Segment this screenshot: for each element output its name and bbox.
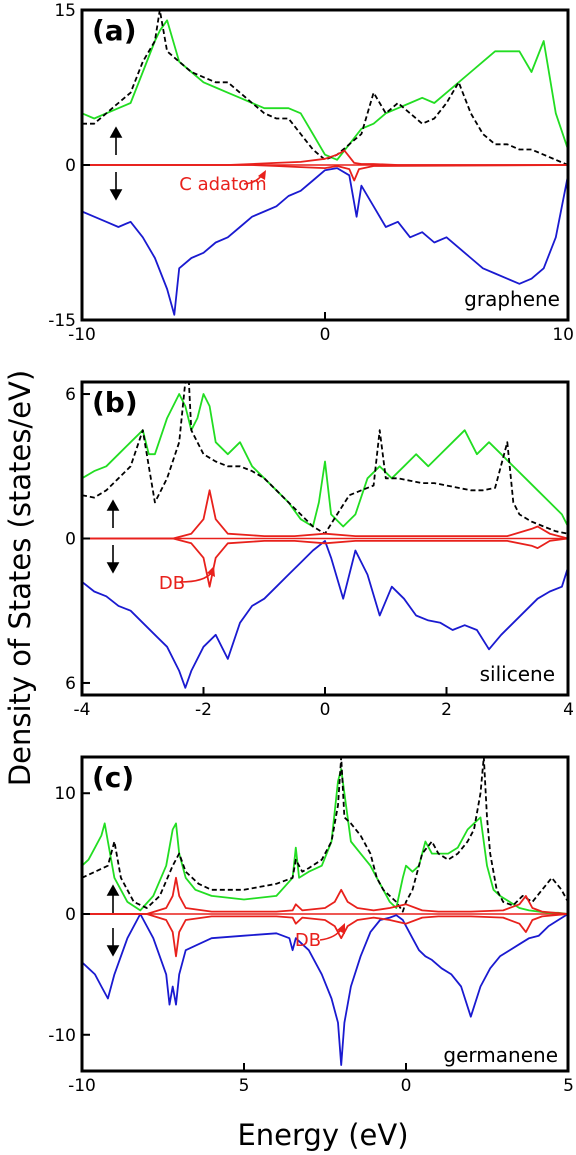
annotation-arrowhead-c xyxy=(337,923,345,934)
x-axis-label: Energy (eV) xyxy=(237,1118,408,1152)
y-tick-label: 0 xyxy=(65,530,76,550)
y-tick-label: 10 xyxy=(54,784,76,804)
panel-b: -4 -2 0 2 4 6 0 6 (b) silicene DB xyxy=(65,380,574,720)
x-tick-label: -2 xyxy=(195,700,212,720)
y-tick-label: -15 xyxy=(48,311,76,331)
series-red-line-3 xyxy=(82,537,568,588)
annotation-arrowhead-a xyxy=(258,170,266,180)
material-label: germanene xyxy=(443,1043,558,1067)
y-tick-label: 0 xyxy=(65,156,76,176)
y-tick-label: 6 xyxy=(65,674,76,694)
x-tick-label: 0 xyxy=(320,700,331,720)
series-blue-line-4 xyxy=(82,913,568,1066)
series-black-dashed-line-1 xyxy=(82,382,568,535)
spin-arrows-a xyxy=(109,126,123,201)
x-tick-label: -4 xyxy=(74,700,91,720)
y-axis-label: Density of States (states/eV) xyxy=(3,370,37,786)
x-tick-label: -10 xyxy=(68,1076,96,1096)
y-tick-label: 6 xyxy=(65,385,76,405)
x-tick-label: -10 xyxy=(68,325,96,345)
y-tick-label: -10 xyxy=(48,1026,76,1046)
panel-c: -10 5 0 5 10 0 -10 (c) germanene DB xyxy=(48,755,574,1096)
x-tick-label: 0 xyxy=(320,325,331,345)
material-label: silicene xyxy=(480,662,555,686)
x-tick-label: 5 xyxy=(563,1076,574,1096)
x-tick-label: 10 xyxy=(552,325,574,345)
x-tick-label: 2 xyxy=(441,700,452,720)
panel-label: (a) xyxy=(92,14,137,47)
series-blue-line-4 xyxy=(82,167,568,316)
annotation-label: DB xyxy=(159,573,185,594)
series-red-line-3 xyxy=(82,913,568,958)
panel-label: (b) xyxy=(92,386,138,419)
material-label: graphene xyxy=(464,287,560,311)
series-red-line-2 xyxy=(82,489,568,540)
y-tick-label: 0 xyxy=(65,905,76,925)
y-tick-label: 15 xyxy=(54,1,76,21)
series-red-line-3 xyxy=(82,164,568,182)
annotation-label: C adatom xyxy=(179,174,266,195)
annotation-label: DB xyxy=(295,930,321,951)
x-tick-label: 5 xyxy=(239,1076,250,1096)
series-green-line-0 xyxy=(82,393,568,528)
spin-arrows-b xyxy=(106,499,120,574)
spin-arrows-c xyxy=(106,884,120,957)
series-black-dashed-line-1 xyxy=(82,757,568,913)
x-tick-label: 0 xyxy=(401,1076,412,1096)
panel-a: -10 0 10 15 0 -15 (a) graphene C adatom xyxy=(48,1,574,345)
series-green-line-0 xyxy=(82,768,568,915)
series-green-line-0 xyxy=(82,19,568,161)
series-black-dashed-line-1 xyxy=(82,10,568,166)
panel-label: (c) xyxy=(92,761,134,794)
annotation-arrowhead-b xyxy=(207,566,215,577)
series-red-line-2 xyxy=(82,876,568,915)
series-red-line-2 xyxy=(82,149,568,166)
series-blue-line-4 xyxy=(82,540,568,689)
x-tick-label: 4 xyxy=(563,700,574,720)
